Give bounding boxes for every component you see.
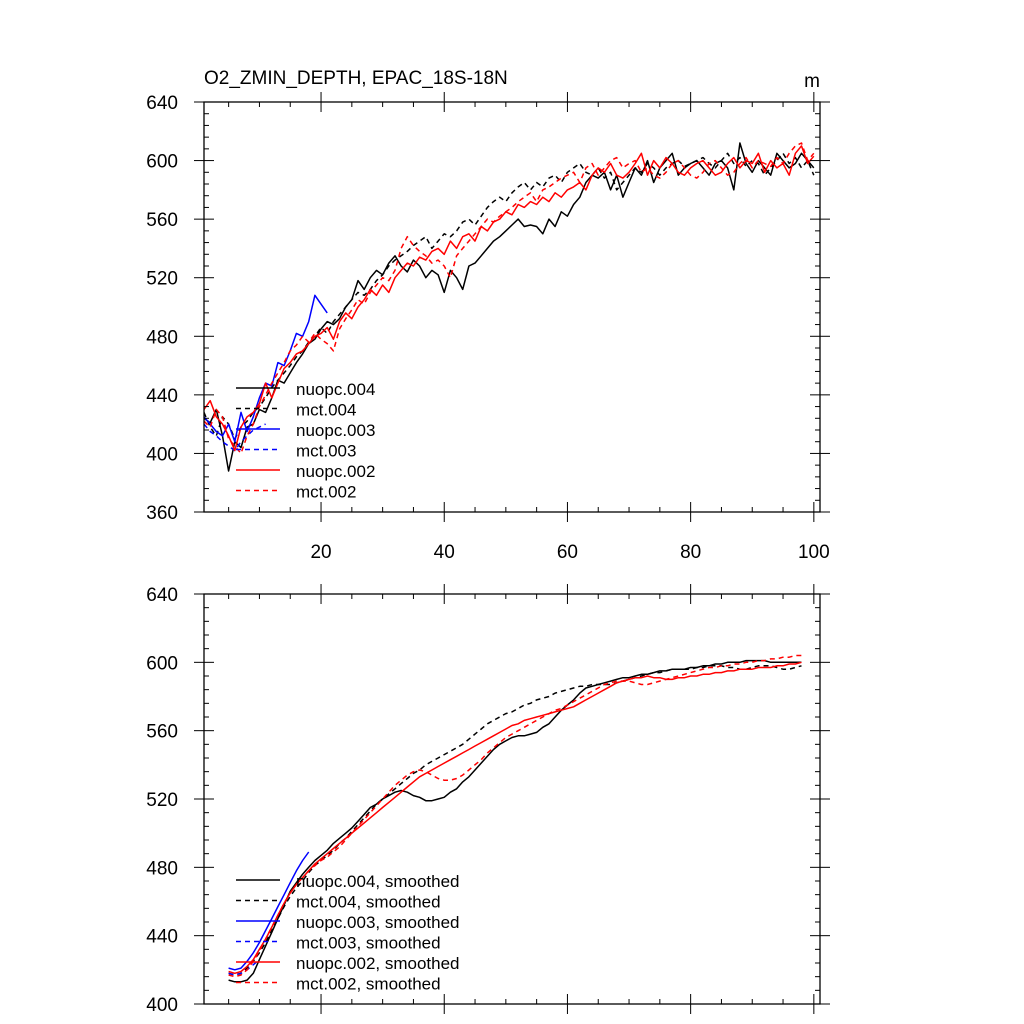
top-legend-label-1: mct.004 — [296, 401, 356, 420]
top-y-tick-label: 640 — [146, 93, 178, 114]
chart-title: O2_ZMIN_DEPTH, EPAC_18S-18N — [204, 68, 508, 89]
bottom-legend-label-3: mct.003, smoothed — [296, 934, 441, 953]
bottom-legend-label-5: mct.002, smoothed — [296, 975, 441, 994]
top-x-tick-label: 60 — [557, 542, 578, 563]
top-legend-label-5: mct.002 — [296, 483, 356, 502]
bottom-y-tick-label: 440 — [146, 927, 178, 948]
bottom-y-tick-label: 480 — [146, 858, 178, 879]
top-y-tick-label: 360 — [146, 503, 178, 524]
bottom-legend-label-1: mct.004, smoothed — [296, 893, 441, 912]
bottom-y-tick-label: 600 — [146, 653, 178, 674]
top-legend-label-4: nuopc.002 — [296, 462, 375, 481]
top-x-tick-label: 40 — [434, 542, 455, 563]
top-y-tick-label: 480 — [146, 327, 178, 348]
top-legend-label-3: mct.003 — [296, 442, 356, 461]
top-x-tick-label: 80 — [680, 542, 701, 563]
bottom-series-line-5 — [228, 654, 802, 978]
top-x-tick-label: 100 — [798, 542, 830, 563]
bottom-y-tick-label: 400 — [146, 995, 178, 1016]
bottom-series-line-0 — [228, 659, 802, 983]
top-y-tick-label: 560 — [146, 210, 178, 231]
bottom-legend-label-4: nuopc.002, smoothed — [296, 954, 460, 973]
bottom-series-line-4 — [228, 661, 802, 975]
bottom-legend-label-0: nuopc.004, smoothed — [296, 872, 460, 891]
bottom-panel: 400 440 480 520 560 600 640 nuopc.004, smoothe… — [146, 584, 830, 1016]
bottom-y-tick-label: 560 — [146, 722, 178, 743]
units-label: m — [804, 71, 820, 92]
top-x-tick-label: 20 — [310, 542, 331, 563]
bottom-y-tick-label: 520 — [146, 790, 178, 811]
top-series-line-0 — [204, 142, 815, 472]
top-series-line-4 — [204, 145, 815, 452]
top-y-tick-label: 600 — [146, 152, 178, 173]
bottom-legend-label-2: nuopc.003, smoothed — [296, 913, 460, 932]
bottom-series-line-3 — [228, 959, 260, 976]
top-legend-label-2: nuopc.003 — [296, 421, 375, 440]
top-series-line-5 — [204, 142, 815, 455]
top-y-tick-label: 400 — [146, 444, 178, 465]
top-panel: O2_ZMIN_DEPTH, EPAC_18S-18N m 20 40 60 80 10… — [146, 68, 830, 563]
top-y-tick-label: 520 — [146, 269, 178, 290]
bottom-series-line-2 — [228, 851, 310, 971]
top-y-tick-label: 440 — [146, 386, 178, 407]
top-legend-label-0: nuopc.004 — [296, 380, 375, 399]
bottom-y-tick-label: 640 — [146, 585, 178, 606]
top-plot-frame — [203, 101, 821, 513]
